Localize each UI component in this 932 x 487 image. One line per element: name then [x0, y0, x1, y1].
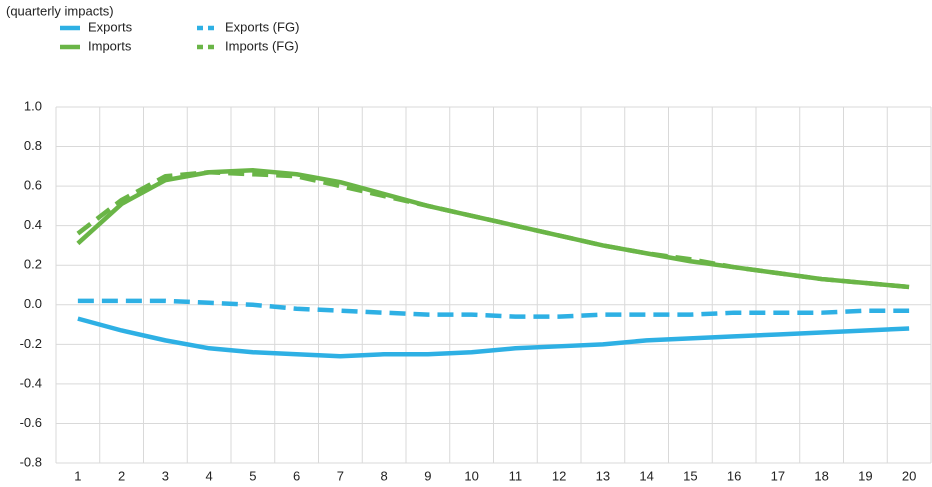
- x-tick-label: 20: [902, 468, 916, 483]
- x-tick-label: 4: [206, 468, 213, 483]
- series-line: [77, 298, 910, 319]
- y-tick-label: -0.6: [20, 415, 42, 430]
- legend-label: Imports: [88, 38, 132, 53]
- chart-subtitle: (quarterly impacts): [6, 3, 114, 18]
- x-tick-label: 3: [162, 468, 169, 483]
- x-tick-label: 11: [509, 468, 523, 483]
- y-tick-label: 1.0: [24, 98, 42, 113]
- y-tick-label: -0.8: [20, 454, 42, 469]
- y-tick-label: 0.2: [24, 257, 42, 272]
- y-tick-label: -0.4: [20, 375, 42, 390]
- y-tick-label: 0.4: [24, 217, 42, 232]
- x-tick-label: 10: [464, 468, 478, 483]
- x-tick-label: 2: [118, 468, 125, 483]
- x-tick-label: 13: [596, 468, 610, 483]
- legend-label: Exports (FG): [225, 19, 299, 34]
- y-tick-label: 0.6: [24, 178, 42, 193]
- y-tick-label: 0.0: [24, 296, 42, 311]
- x-tick-label: 19: [858, 468, 872, 483]
- series-line: [77, 316, 910, 359]
- x-tick-label: 6: [293, 468, 300, 483]
- x-tick-label: 18: [814, 468, 828, 483]
- x-tick-label: 8: [381, 468, 388, 483]
- series-line: [76, 170, 910, 290]
- x-tick-label: 7: [337, 468, 344, 483]
- x-tick-label: 9: [424, 468, 431, 483]
- x-tick-label: 15: [683, 468, 697, 483]
- legend-label: Imports (FG): [225, 38, 299, 53]
- x-tick-label: 14: [639, 468, 653, 483]
- y-tick-label: -0.2: [20, 336, 42, 351]
- x-tick-label: 12: [552, 468, 566, 483]
- x-tick-label: 5: [249, 468, 256, 483]
- x-tick-label: 16: [727, 468, 741, 483]
- legend-label: Exports: [88, 19, 133, 34]
- y-tick-label: 0.8: [24, 138, 42, 153]
- x-tick-label: 17: [771, 468, 785, 483]
- x-tick-label: 1: [74, 468, 81, 483]
